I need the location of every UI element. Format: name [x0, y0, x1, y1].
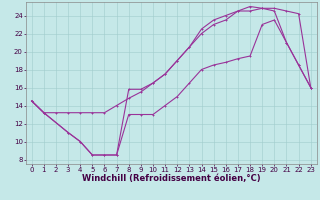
- X-axis label: Windchill (Refroidissement éolien,°C): Windchill (Refroidissement éolien,°C): [82, 174, 260, 183]
